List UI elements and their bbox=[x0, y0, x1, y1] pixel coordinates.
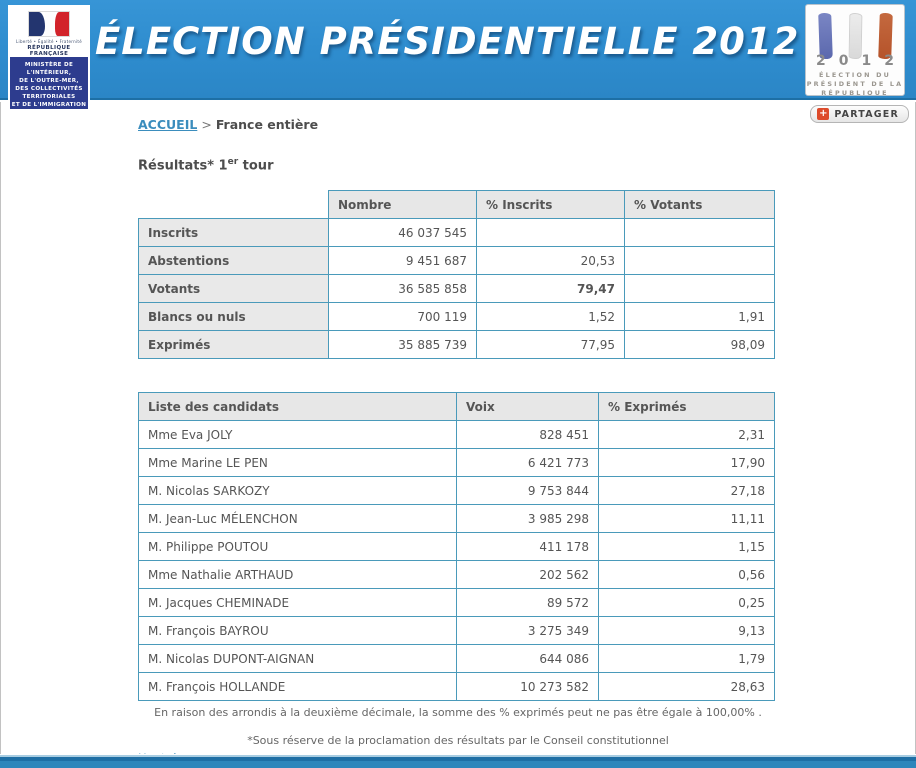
republic-motto: Liberté • Égalité • Fraternité bbox=[16, 39, 82, 44]
col-header-voix: Voix bbox=[456, 392, 599, 422]
summary-table: Nombre % Inscrits % Votants Inscrits 46 … bbox=[138, 190, 775, 360]
table-row: Mme Eva JOLY 828 451 2,31 bbox=[138, 420, 775, 450]
col-header-pct-inscrits: % Inscrits bbox=[476, 190, 625, 220]
ministry-name: MINISTÈRE DE L'INTÉRIEUR, DE L'OUTRE-MER… bbox=[10, 57, 88, 109]
col-header-candidats: Liste des candidats bbox=[138, 392, 457, 422]
results-heading: Résultats* 1er tour bbox=[138, 157, 274, 174]
share-button[interactable]: + PARTAGER bbox=[810, 105, 909, 123]
election-2012-logo: 2 0 1 2 ÉLECTION DU PRÉSIDENT DE LA RÉPU… bbox=[805, 4, 905, 96]
table-row: Blancs ou nuls 700 119 1,52 1,91 bbox=[138, 302, 775, 332]
republic-label: RÉPUBLIQUE FRANÇAISE bbox=[27, 45, 71, 57]
logo-year: 2 0 1 2 bbox=[816, 53, 894, 69]
ministry-logo: Liberté • Égalité • Fraternité RÉPUBLIQU… bbox=[8, 5, 90, 109]
footer-bar bbox=[0, 754, 916, 768]
table-row: M. François HOLLANDE 10 273 582 28,63 bbox=[138, 672, 775, 702]
reserve-note: *Sous réserve de la proclamation des rés… bbox=[247, 734, 669, 748]
table-row: Mme Marine LE PEN 6 421 773 17,90 bbox=[138, 448, 775, 478]
breadcrumb-current: France entière bbox=[215, 117, 319, 132]
table-row: M. Philippe POUTOU 411 178 1,15 bbox=[138, 532, 775, 562]
breadcrumb: ACCUEIL > France entière bbox=[138, 117, 778, 132]
rounding-note: En raison des arrondis à la deuxième déc… bbox=[154, 706, 762, 720]
main-content: ACCUEIL > France entière Résultats* 1er to… bbox=[0, 102, 916, 765]
table-row: Mme Nathalie ARTHAUD 202 562 0,56 bbox=[138, 560, 775, 590]
page-title: ÉLECTION PRÉSIDENTIELLE 2012 bbox=[95, 20, 800, 63]
table-row: Inscrits 46 037 545 bbox=[138, 218, 775, 248]
col-header-pct-votants: % Votants bbox=[624, 190, 775, 220]
republic-emblem-block: Liberté • Égalité • Fraternité RÉPUBLIQU… bbox=[10, 7, 88, 57]
table-row: Abstentions 9 451 687 20,53 bbox=[138, 246, 775, 276]
candidates-header-row: Liste des candidats Voix % Exprimés bbox=[138, 392, 775, 422]
col-header-pct-exprimes: % Exprimés bbox=[598, 392, 775, 422]
candidates-table: Liste des candidats Voix % Exprimés Mme … bbox=[138, 392, 775, 702]
logo-subtitle: ÉLECTION DU PRÉSIDENT DE LA RÉPUBLIQUE bbox=[806, 71, 904, 96]
breadcrumb-home-link[interactable]: ACCUEIL bbox=[138, 117, 198, 132]
breadcrumb-separator: > bbox=[201, 117, 212, 132]
share-button-label: PARTAGER bbox=[834, 108, 899, 120]
table-row: M. Nicolas SARKOZY 9 753 844 27,18 bbox=[138, 476, 775, 506]
plus-icon: + bbox=[817, 108, 830, 120]
french-flag-icon bbox=[28, 11, 70, 37]
table-row: Exprimés 35 885 739 77,95 98,09 bbox=[138, 330, 775, 360]
table-row: Votants 36 585 858 79,47 bbox=[138, 274, 775, 304]
summary-header-row: Nombre % Inscrits % Votants bbox=[139, 190, 775, 220]
table-row: M. François BAYROU 3 275 349 9,13 bbox=[138, 616, 775, 646]
col-header-nombre: Nombre bbox=[328, 190, 477, 220]
site-header: ÉLECTION PRÉSIDENTIELLE 2012 Liberté • É… bbox=[0, 0, 916, 109]
table-row: M. Jean-Luc MÉLENCHON 3 985 298 11,11 bbox=[138, 504, 775, 534]
table-row: M. Jacques CHEMINADE 89 572 0,25 bbox=[138, 588, 775, 618]
table-row: M. Nicolas DUPONT-AIGNAN 644 086 1,79 bbox=[138, 644, 775, 674]
